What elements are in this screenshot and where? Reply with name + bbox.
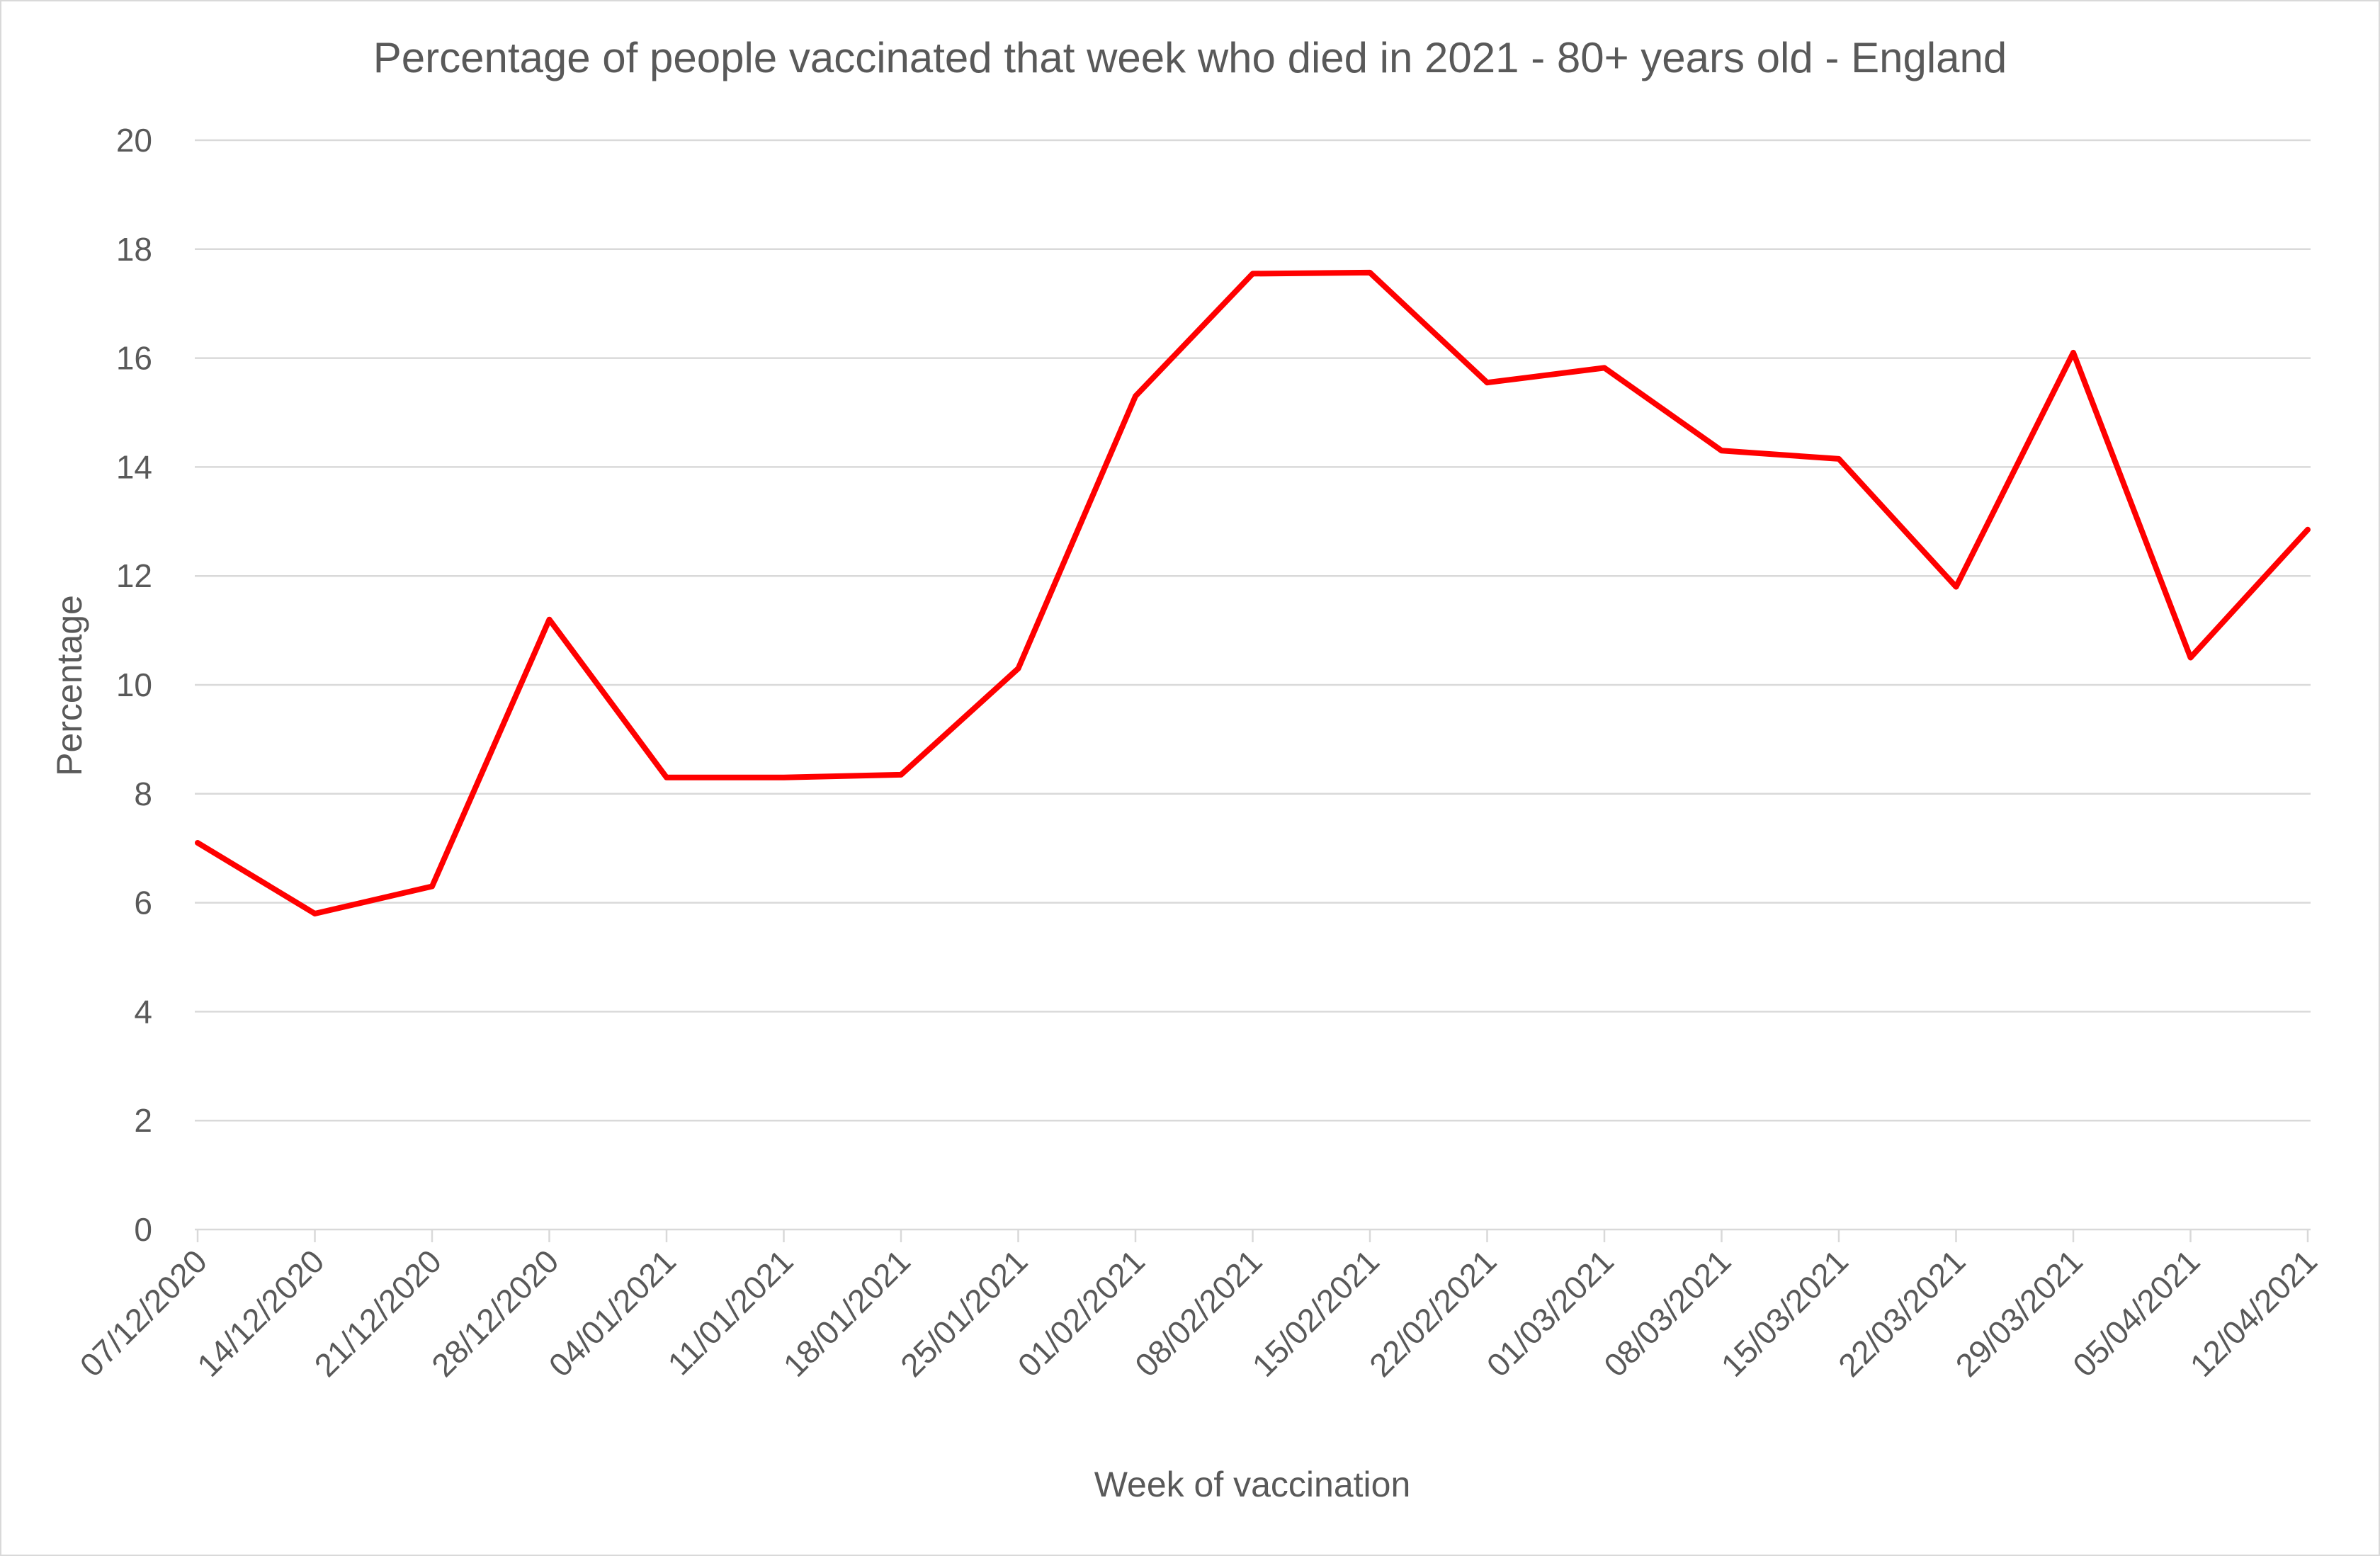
y-tick-label: 2 — [134, 1102, 152, 1139]
y-tick-label: 12 — [116, 557, 152, 594]
y-axis: 0 2 4 6 8 10 12 14 16 18 20 — [116, 122, 152, 1248]
y-tick-label: 10 — [116, 666, 152, 703]
series-layer — [195, 269, 2311, 916]
x-tick-label: 22/02/2021 — [1362, 1242, 1504, 1384]
x-axis-title: Week of vaccination — [1094, 1465, 1411, 1504]
y-tick-label: 18 — [116, 231, 152, 268]
y-tick-label: 16 — [116, 340, 152, 377]
x-tick-label: 08/02/2021 — [1128, 1242, 1269, 1384]
data-point — [549, 619, 550, 620]
y-tick-label: 4 — [134, 993, 152, 1030]
y-tick-label: 6 — [134, 885, 152, 921]
data-point — [1018, 668, 1019, 669]
y-tick-label: 14 — [116, 448, 152, 485]
y-axis-title: Percentage — [50, 595, 89, 776]
gridlines — [195, 139, 2311, 1122]
data-point — [783, 777, 784, 778]
x-tick-label: 28/12/2020 — [424, 1242, 566, 1384]
data-point — [1369, 272, 1371, 273]
y-tick-label: 0 — [134, 1211, 152, 1248]
data-point — [900, 774, 902, 776]
x-tick-label: 04/01/2021 — [542, 1242, 684, 1384]
data-point — [431, 886, 433, 887]
x-tick-label: 29/03/2021 — [1949, 1242, 2090, 1384]
x-tick-label: 08/03/2021 — [1597, 1242, 1738, 1384]
y-tick-label: 20 — [116, 122, 152, 159]
data-point — [2190, 657, 2191, 659]
data-point — [1135, 395, 1136, 397]
x-tick-label: 22/03/2021 — [1831, 1242, 1973, 1384]
x-tick-label: 25/01/2021 — [893, 1242, 1035, 1384]
x-tick-label: 01/02/2021 — [1011, 1242, 1152, 1384]
data-point — [1838, 458, 1840, 460]
x-tick-label: 15/03/2021 — [1714, 1242, 1856, 1384]
data-point — [314, 913, 315, 914]
data-point — [1487, 382, 1488, 383]
x-tick-label: 15/02/2021 — [1245, 1242, 1387, 1384]
x-tick-label: 01/03/2021 — [1480, 1242, 1621, 1384]
x-axis: 07/12/202014/12/202021/12/202028/12/2020… — [73, 1228, 2325, 1384]
x-tick-label: 05/04/2021 — [2066, 1242, 2207, 1384]
x-tick-label: 07/12/2020 — [73, 1242, 215, 1384]
series-line-0 — [195, 269, 2311, 916]
x-tick-label: 12/04/2021 — [2183, 1242, 2325, 1384]
y-tick-label: 8 — [134, 776, 152, 812]
x-tick-label: 18/01/2021 — [776, 1242, 918, 1384]
chart-title: Percentage of people vaccinated that wee… — [373, 34, 2007, 81]
data-point — [1721, 450, 1722, 451]
x-tick-label: 21/12/2020 — [307, 1242, 449, 1384]
data-point — [2073, 352, 2074, 353]
x-tick-label: 14/12/2020 — [190, 1242, 332, 1384]
data-point — [1252, 273, 1253, 274]
